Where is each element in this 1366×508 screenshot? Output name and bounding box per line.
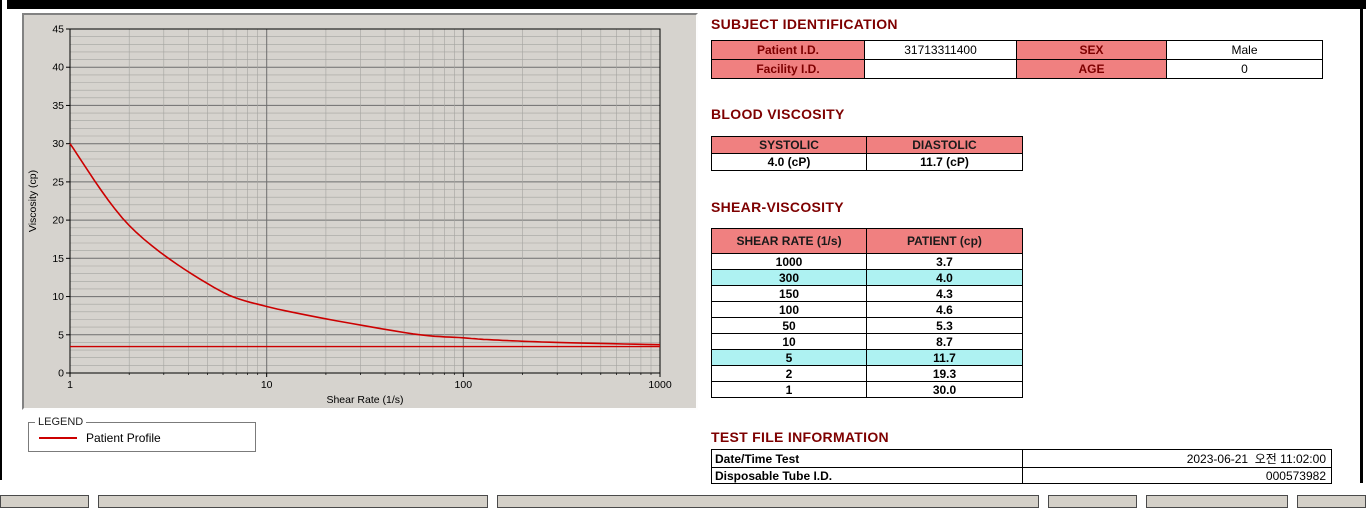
legend-entry: Patient Profile	[29, 428, 255, 445]
age-value: 0	[1166, 59, 1323, 79]
bottom-panel-segment[interactable]	[0, 495, 89, 508]
shear-viscosity-table: SHEAR RATE (1/s) PATIENT (cp) 1000 3.7 300…	[711, 228, 1023, 398]
window-right-border	[1360, 0, 1363, 483]
subject-identification-table: Patient I.D. 31713311400 SEX Male Facili…	[711, 40, 1323, 79]
svg-text:15: 15	[52, 253, 64, 265]
shear-row: 10 8.7	[711, 333, 1023, 350]
diastolic-header: DIASTOLIC	[866, 136, 1023, 154]
blood-viscosity-table: SYSTOLIC DIASTOLIC 4.0 (cP) 11.7 (cP)	[711, 136, 1023, 171]
patient-cp-cell: 4.0	[866, 269, 1023, 286]
disposable-tube-id-value: 000573982	[1022, 467, 1332, 484]
systolic-header: SYSTOLIC	[711, 136, 867, 154]
patient-cp-cell: 19.3	[866, 365, 1023, 382]
subject-row: Patient I.D. 31713311400 SEX Male	[711, 40, 1323, 60]
shear-row: 150 4.3	[711, 285, 1023, 302]
diastolic-value: 11.7 (cP)	[866, 153, 1023, 171]
shear-rate-cell: 300	[711, 269, 867, 286]
sex-label: SEX	[1016, 40, 1167, 60]
svg-text:35: 35	[52, 100, 64, 112]
bottom-panel-segment[interactable]	[1146, 495, 1288, 508]
date-time-test-label: Date/Time Test	[711, 449, 1023, 468]
svg-text:Viscosity (cp): Viscosity (cp)	[27, 170, 39, 232]
shear-rate-cell: 150	[711, 285, 867, 302]
legend-series-label: Patient Profile	[86, 431, 161, 445]
legend-title: LEGEND	[38, 416, 84, 428]
shear-viscosity-body: 1000 3.7 300 4.0 150 4.3 100 4.6 50 5.3 10 8.7 5 11.7…	[711, 253, 1023, 398]
bottom-panel-segment[interactable]	[1048, 495, 1137, 508]
bottom-panel-segment[interactable]	[497, 495, 1039, 508]
blood-viscosity-title: BLOOD VISCOSITY	[711, 106, 845, 122]
shear-rate-cell: 5	[711, 349, 867, 366]
bottom-panel-segment[interactable]	[98, 495, 488, 508]
shear-rate-cell: 50	[711, 317, 867, 334]
svg-text:25: 25	[52, 176, 64, 188]
shear-row: 2 19.3	[711, 365, 1023, 382]
shear-rate-header: SHEAR RATE (1/s)	[711, 228, 867, 254]
svg-text:1: 1	[67, 379, 73, 391]
svg-text:30: 30	[52, 138, 64, 150]
svg-text:10: 10	[52, 291, 64, 303]
shear-row: 100 4.6	[711, 301, 1023, 318]
patient-cp-cell: 5.3	[866, 317, 1023, 334]
patient-profile-line-icon	[39, 437, 77, 439]
svg-text:100: 100	[455, 379, 473, 391]
shear-rate-cell: 100	[711, 301, 867, 318]
shear-rate-cell: 2	[711, 365, 867, 382]
patient-id-value: 31713311400	[864, 40, 1017, 60]
svg-text:40: 40	[52, 62, 64, 74]
patient-cp-cell: 4.3	[866, 285, 1023, 302]
test-file-information-title: TEST FILE INFORMATION	[711, 429, 889, 445]
shear-rate-cell: 10	[711, 333, 867, 350]
patient-cp-cell: 3.7	[866, 253, 1023, 270]
age-label: AGE	[1016, 59, 1167, 79]
svg-text:0: 0	[58, 368, 64, 380]
patient-cp-cell: 8.7	[866, 333, 1023, 350]
test-file-row: Date/Time Test 2023-06-21 오전 11:02:00	[711, 449, 1332, 468]
viscosity-chart-panel: 0 5 10 15 20 25 30 35 40 45 1 10 100 1000 Viscosity (c…	[22, 13, 698, 410]
shear-viscosity-title: SHEAR-VISCOSITY	[711, 199, 844, 215]
patient-cp-cell: 30.0	[866, 381, 1023, 398]
facility-id-value	[864, 59, 1017, 79]
facility-id-label: Facility I.D.	[711, 59, 865, 79]
patient-id-label: Patient I.D.	[711, 40, 865, 60]
subject-identification-title: SUBJECT IDENTIFICATION	[711, 16, 898, 32]
svg-text:5: 5	[58, 329, 64, 341]
disposable-tube-id-label: Disposable Tube I.D.	[711, 467, 1023, 484]
bottom-panel-segment[interactable]	[1297, 495, 1366, 508]
svg-text:45: 45	[52, 24, 64, 36]
shear-viscosity-header-row: SHEAR RATE (1/s) PATIENT (cp)	[711, 228, 1023, 254]
viscosity-chart: 0 5 10 15 20 25 30 35 40 45 1 10 100 1000 Viscosity (c…	[27, 24, 672, 407]
patient-cp-cell: 11.7	[866, 349, 1023, 366]
subject-row: Facility I.D. AGE 0	[711, 59, 1323, 79]
svg-text:Shear Rate (1/s): Shear Rate (1/s)	[326, 394, 403, 406]
sex-value: Male	[1166, 40, 1323, 60]
patient-cp-header: PATIENT (cp)	[866, 228, 1023, 254]
shear-row: 5 11.7	[711, 349, 1023, 366]
svg-text:10: 10	[261, 379, 273, 391]
svg-text:20: 20	[52, 215, 64, 227]
blood-viscosity-header-row: SYSTOLIC DIASTOLIC	[711, 136, 1023, 154]
patient-cp-cell: 4.6	[866, 301, 1023, 318]
test-file-information-table: Date/Time Test 2023-06-21 오전 11:02:00 Di…	[711, 449, 1332, 484]
blood-viscosity-value-row: 4.0 (cP) 11.7 (cP)	[711, 153, 1023, 171]
svg-text:1000: 1000	[648, 379, 672, 391]
shear-row: 1 30.0	[711, 381, 1023, 398]
legend-box: LEGEND Patient Profile	[28, 416, 256, 452]
window-left-border	[0, 0, 2, 480]
shear-row: 1000 3.7	[711, 253, 1023, 270]
shear-row: 50 5.3	[711, 317, 1023, 334]
shear-rate-cell: 1	[711, 381, 867, 398]
shear-row: 300 4.0	[711, 269, 1023, 286]
systolic-value: 4.0 (cP)	[711, 153, 867, 171]
date-time-test-value: 2023-06-21 오전 11:02:00	[1022, 449, 1332, 468]
window-top-bar	[7, 0, 1366, 9]
shear-rate-cell: 1000	[711, 253, 867, 270]
test-file-row: Disposable Tube I.D. 000573982	[711, 467, 1332, 484]
